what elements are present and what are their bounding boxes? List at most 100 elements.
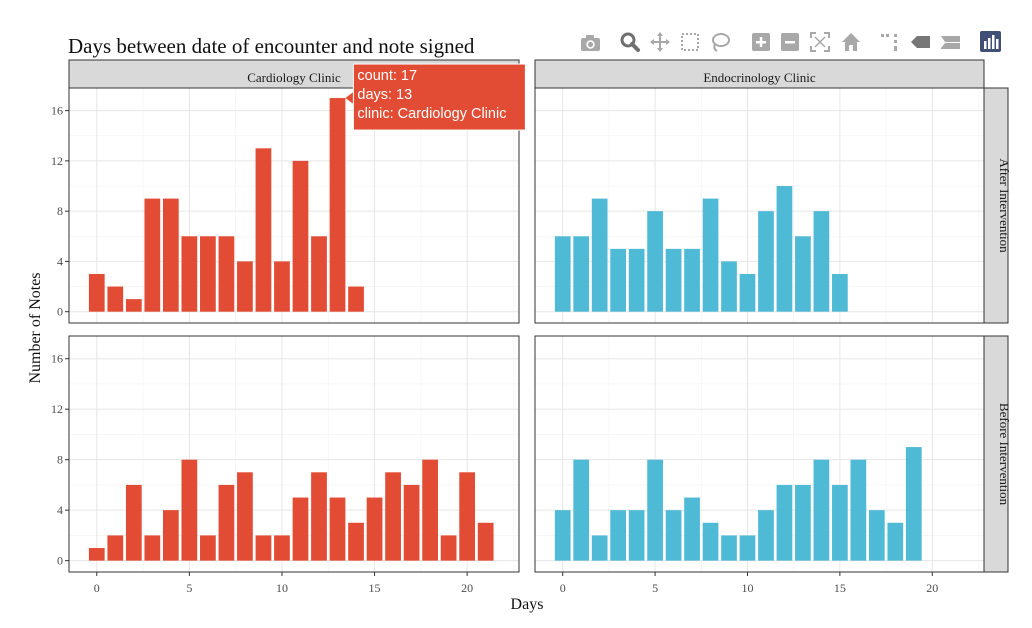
bar[interactable] xyxy=(610,510,627,561)
facet-panel xyxy=(534,335,985,573)
bar[interactable] xyxy=(422,459,438,561)
y-tick-label: 12 xyxy=(51,154,63,168)
bar[interactable] xyxy=(739,273,756,312)
bar[interactable] xyxy=(218,236,235,312)
bar[interactable] xyxy=(125,299,142,312)
bar[interactable] xyxy=(200,236,216,312)
bar[interactable] xyxy=(237,472,253,561)
bar[interactable] xyxy=(776,484,793,561)
zoom-out-icon[interactable] xyxy=(781,33,799,51)
bar[interactable] xyxy=(274,535,290,561)
bar[interactable] xyxy=(813,211,830,312)
bar[interactable] xyxy=(684,248,700,312)
bar[interactable] xyxy=(162,510,179,561)
bar[interactable] xyxy=(348,522,364,561)
bar[interactable] xyxy=(218,484,235,561)
bar[interactable] xyxy=(795,484,811,561)
bar[interactable] xyxy=(591,198,608,312)
bar[interactable] xyxy=(366,497,383,561)
x-axis-title: Days xyxy=(511,596,544,613)
bar[interactable] xyxy=(477,522,494,561)
pan-icon[interactable] xyxy=(650,32,670,52)
box-select-icon[interactable] xyxy=(681,33,699,51)
bar[interactable] xyxy=(181,459,198,561)
bar[interactable] xyxy=(591,535,608,561)
bar[interactable] xyxy=(573,459,590,561)
bar[interactable] xyxy=(554,510,571,561)
bar[interactable] xyxy=(107,535,124,561)
spike-lines-icon[interactable] xyxy=(881,34,897,51)
bar[interactable] xyxy=(721,535,737,561)
bar[interactable] xyxy=(440,535,457,561)
bar[interactable] xyxy=(348,286,364,312)
bar[interactable] xyxy=(721,261,737,312)
bar[interactable] xyxy=(292,497,309,561)
bar[interactable] xyxy=(573,236,590,312)
bar[interactable] xyxy=(665,248,682,312)
bar[interactable] xyxy=(665,510,682,561)
strip-right-bg xyxy=(983,335,1009,573)
bar[interactable] xyxy=(868,510,885,561)
bar[interactable] xyxy=(702,198,719,312)
bar[interactable] xyxy=(684,497,700,561)
bar[interactable] xyxy=(758,211,774,312)
bar[interactable] xyxy=(647,211,663,312)
bar[interactable] xyxy=(647,459,663,561)
y-tick-label: 12 xyxy=(51,402,63,416)
tooltip-pointer xyxy=(345,92,354,105)
bar[interactable] xyxy=(329,98,346,312)
bar[interactable] xyxy=(403,484,420,561)
bar[interactable] xyxy=(255,535,272,561)
bar[interactable] xyxy=(628,510,645,561)
bar[interactable] xyxy=(385,472,401,561)
bar[interactable] xyxy=(255,148,272,312)
zoom-in-icon[interactable] xyxy=(752,33,770,51)
y-tick-label: 16 xyxy=(51,352,63,366)
bar[interactable] xyxy=(311,236,327,312)
plotly-logo-icon[interactable] xyxy=(980,31,1001,52)
bar[interactable] xyxy=(813,459,830,561)
bar[interactable] xyxy=(162,198,179,312)
bar[interactable] xyxy=(628,248,645,312)
bar[interactable] xyxy=(311,472,327,561)
bar[interactable] xyxy=(739,535,756,561)
lasso-select-icon[interactable] xyxy=(712,33,730,52)
bar[interactable] xyxy=(832,484,848,561)
bar[interactable] xyxy=(905,447,922,561)
bar[interactable] xyxy=(292,160,309,312)
autoscale-icon[interactable] xyxy=(810,32,830,52)
bar[interactable] xyxy=(610,248,627,312)
bar[interactable] xyxy=(144,535,161,561)
reset-axes-icon[interactable] xyxy=(842,33,860,51)
bar[interactable] xyxy=(850,459,867,561)
bar[interactable] xyxy=(832,273,848,312)
bar[interactable] xyxy=(88,548,105,561)
bar[interactable] xyxy=(887,522,904,561)
y-axis-title: Number of Notes xyxy=(27,272,44,383)
bar[interactable] xyxy=(237,261,253,312)
bar[interactable] xyxy=(702,522,719,561)
bar[interactable] xyxy=(200,535,216,561)
y-tick-label: 8 xyxy=(57,204,63,218)
bar[interactable] xyxy=(88,273,105,312)
bar[interactable] xyxy=(107,286,124,312)
hover-closest-icon[interactable] xyxy=(911,36,930,48)
bar[interactable] xyxy=(125,484,142,561)
x-tick-label: 5 xyxy=(652,581,658,595)
bar[interactable] xyxy=(554,236,571,312)
hover-compare-icon[interactable] xyxy=(941,36,960,49)
tooltip-line: count: 17 xyxy=(357,68,417,84)
x-tick-label: 20 xyxy=(461,581,473,595)
bar[interactable] xyxy=(758,510,774,561)
bar[interactable] xyxy=(795,236,811,312)
bar[interactable] xyxy=(329,497,346,561)
bar[interactable] xyxy=(459,472,476,561)
x-tick-label: 10 xyxy=(741,581,753,595)
bar[interactable] xyxy=(144,198,161,312)
camera-icon[interactable] xyxy=(581,35,600,51)
bar[interactable] xyxy=(776,186,793,312)
strip-label-clinic: Endocrinology Clinic xyxy=(703,70,816,85)
bar[interactable] xyxy=(274,261,290,312)
zoom-icon[interactable] xyxy=(620,32,640,52)
bar[interactable] xyxy=(181,236,198,312)
